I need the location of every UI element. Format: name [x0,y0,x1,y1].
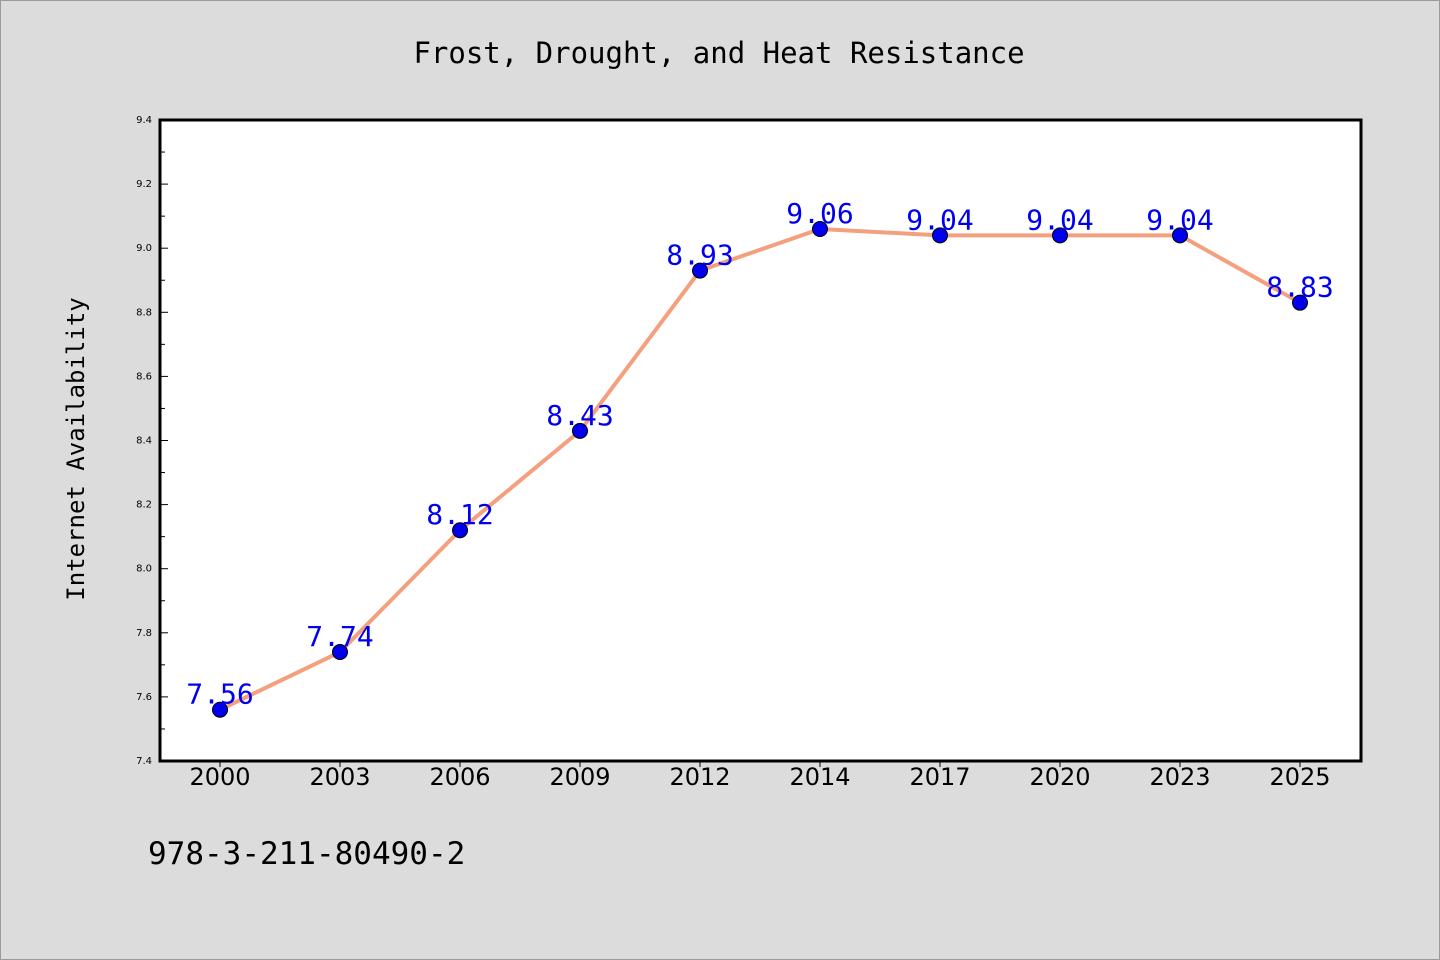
data-label: 7.56 [186,678,253,711]
data-point-marker [452,522,468,539]
data-point-marker [1292,294,1308,311]
x-tick-label: 2023 [1149,763,1210,791]
data-point-marker [1172,227,1188,244]
data-point-marker [572,422,588,439]
data-label: 9.04 [906,203,973,236]
y-tick-label: 8.4 [136,436,152,447]
data-label: 8.12 [426,498,493,531]
y-axis-label: Internet Availability [62,297,90,600]
chart-title: Frost, Drought, and Heat Resistance [413,36,1024,70]
series-line [219,226,1301,712]
y-tick-label: 7.4 [136,756,152,767]
data-label: 8.43 [546,399,613,432]
x-tick-label: 2025 [1269,763,1330,791]
series-group: 7.56 7.74 8.12 8.43 8.93 9.06 9.04 9.04 9.04 8.83 [186,197,1334,718]
data-label: 9.04 [1146,203,1213,236]
plot-area [158,118,1363,763]
y-tick-label: 7.8 [136,628,152,639]
y-tick-label: 8.0 [136,564,152,575]
data-point-marker [692,262,708,279]
y-axis-ticks: 7.4 7.6 7.8 8.0 8.2 8.4 8.6 8.8 9.0 9.2 9.4 [136,115,168,767]
x-tick-label: 2014 [789,763,850,791]
x-tick-label: 2000 [189,763,250,791]
data-label: 8.93 [666,239,733,272]
data-point-marker [332,644,348,661]
footer-code: 978-3-211-80490-2 [148,836,465,872]
x-tick-label: 2006 [429,763,490,791]
data-point-marker [1052,227,1068,244]
y-tick-label: 8.8 [136,307,152,318]
data-point-marker [932,227,948,244]
x-tick-label: 2009 [549,763,610,791]
x-tick-label: 2012 [669,763,730,791]
data-label: 7.74 [306,620,373,653]
y-tick-label: 9.4 [136,115,152,126]
x-tick-label: 2017 [909,763,970,791]
y-tick-label: 8.2 [136,500,152,511]
y-tick-label: 7.6 [136,692,152,703]
x-tick-label: 2003 [309,763,370,791]
data-point-marker [212,701,228,718]
x-axis-ticks: 2000 2003 2006 2009 2012 2014 2017 2020 2023 2025 [189,761,1331,791]
x-tick-label: 2020 [1029,763,1090,791]
y-tick-label: 8.6 [136,371,152,382]
y-tick-label: 9.2 [136,179,152,190]
data-point-marker [812,220,828,237]
y-tick-label: 9.0 [136,243,152,254]
data-label: 9.06 [786,197,853,230]
data-label: 9.04 [1026,203,1093,236]
data-label: 8.83 [1266,271,1333,304]
